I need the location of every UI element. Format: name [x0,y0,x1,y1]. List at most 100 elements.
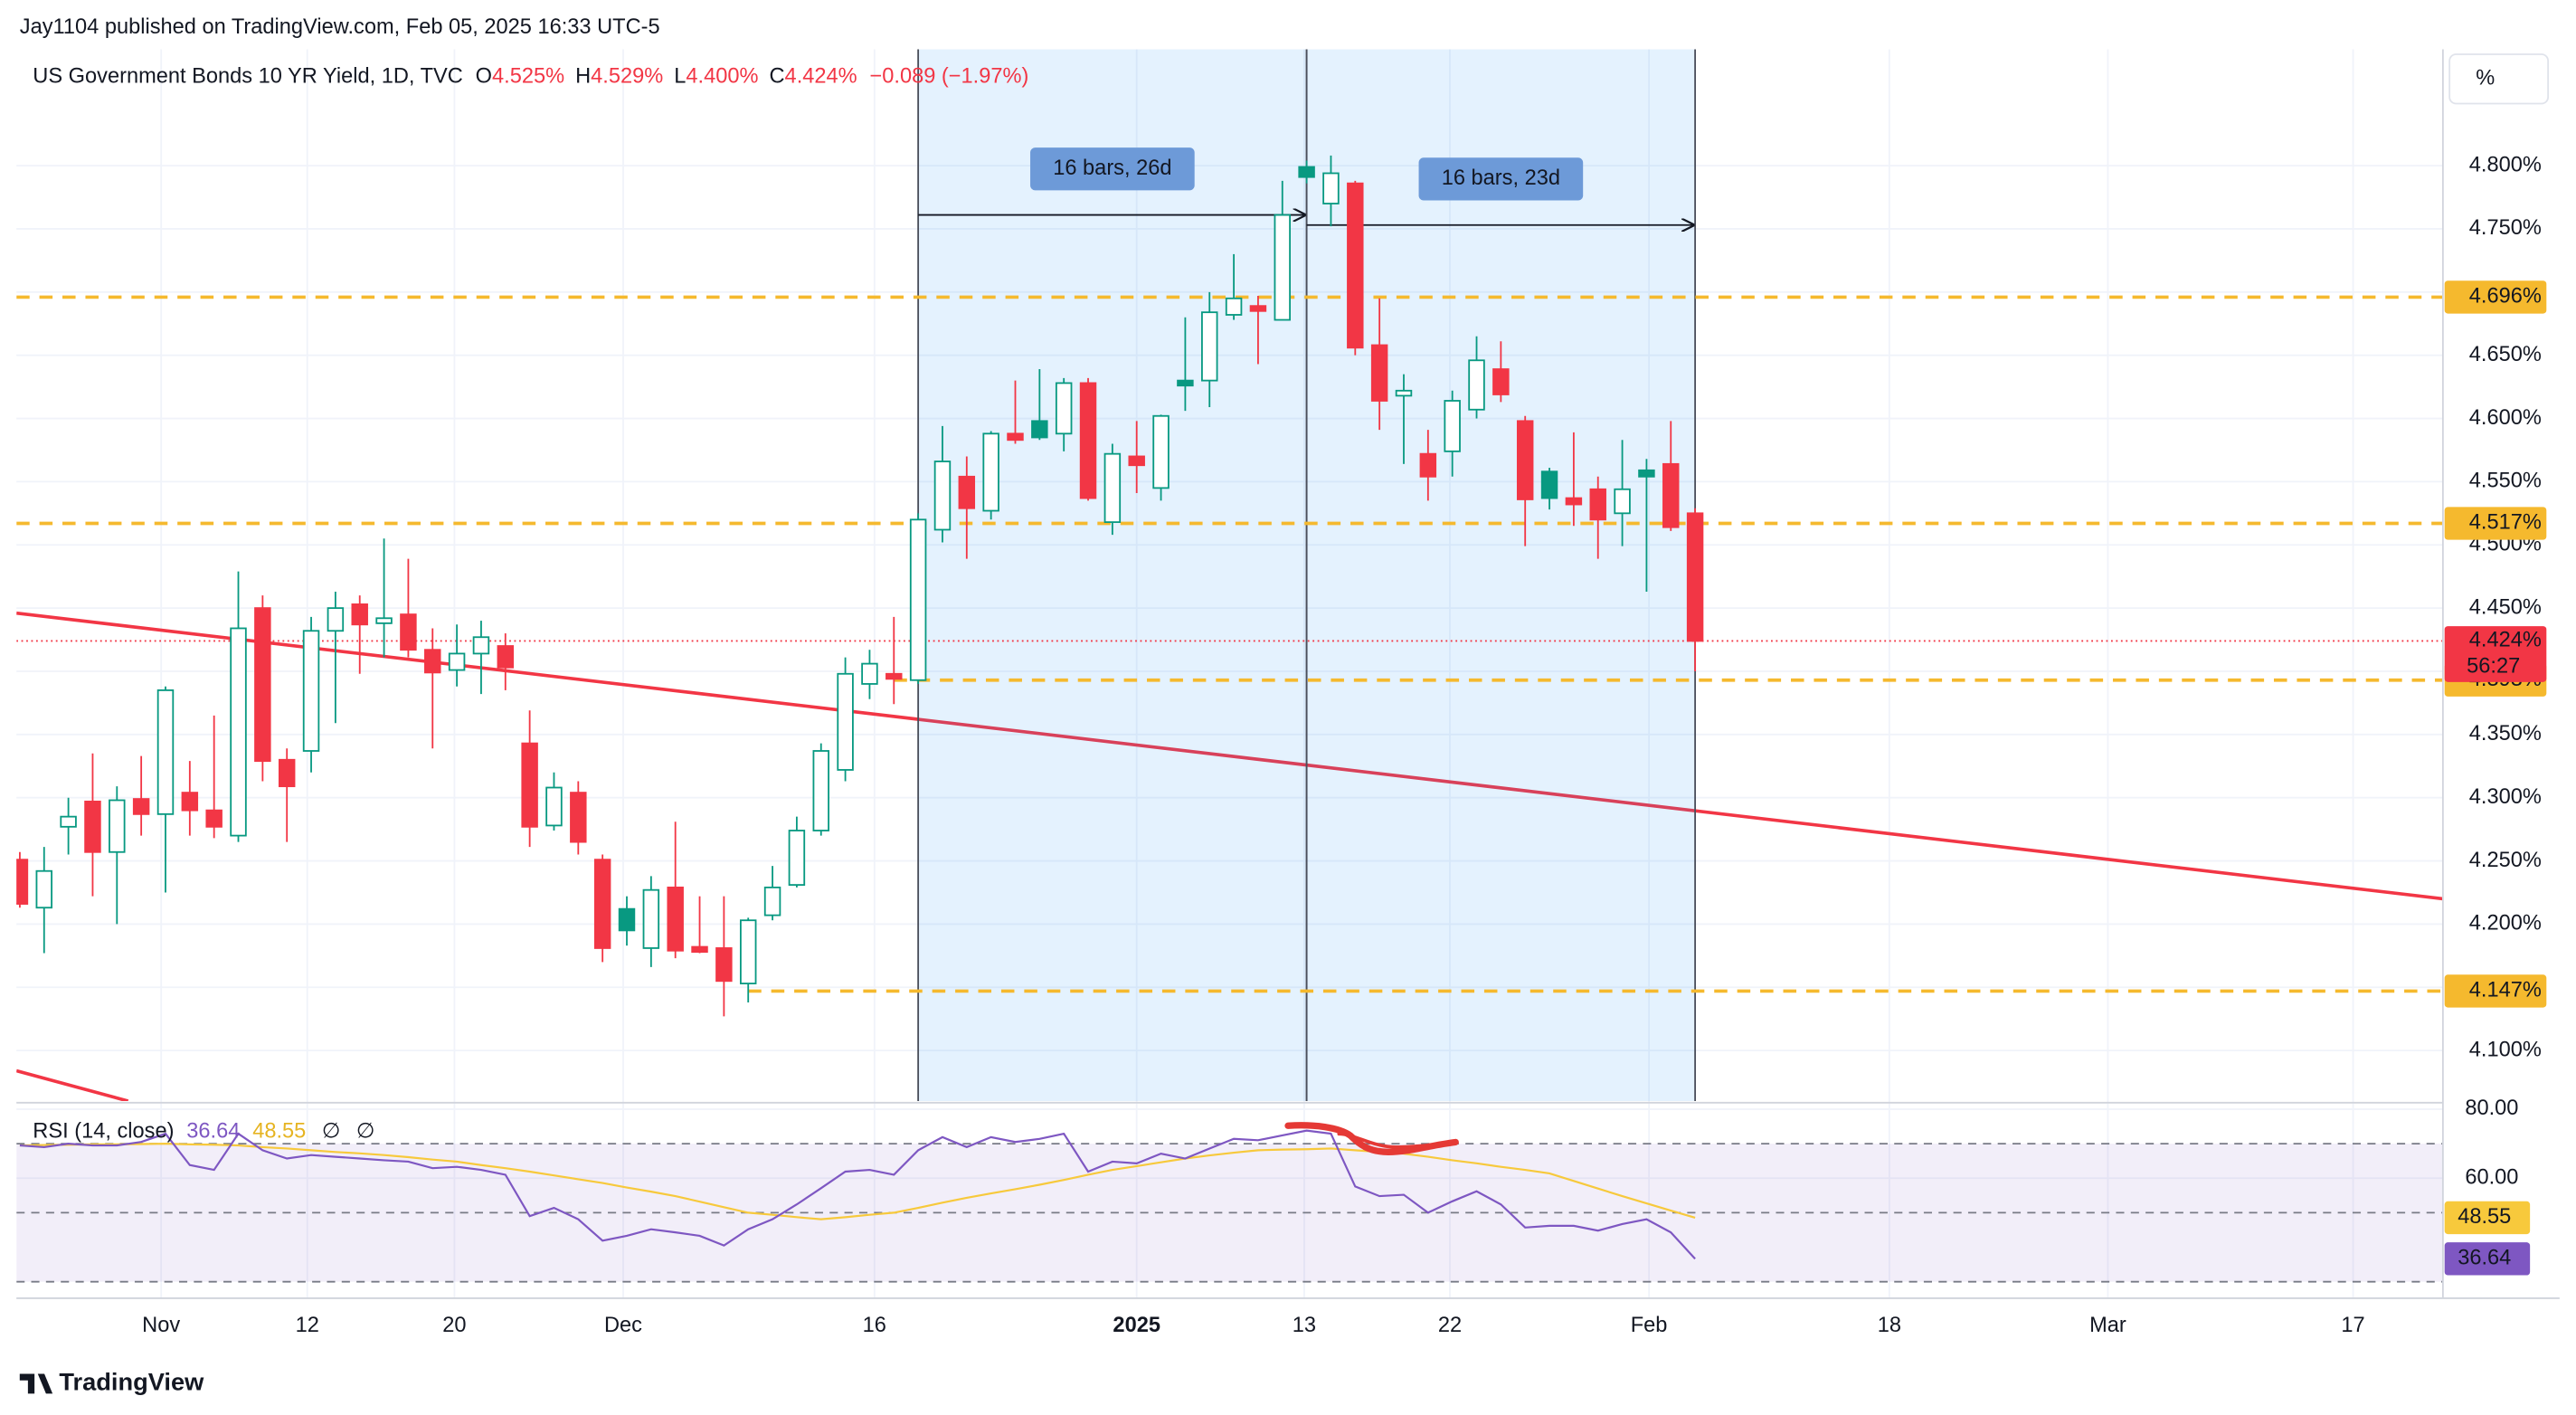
rsi-value-label: 36.64 [2458,1247,2511,1270]
y-tick-label: 4.200% [2469,912,2542,935]
candle-body [1031,420,1048,439]
candle-body [448,652,466,671]
candle-body [375,617,393,624]
candle-body [497,645,515,669]
candle-body [982,432,999,512]
date-range-label-box [1030,147,1195,191]
ohlc-key: H [575,65,591,89]
rsi-title: RSI (14, close) [33,1120,174,1144]
x-tick-label: 17 [2341,1314,2364,1337]
hand-drawn-mark [1284,1122,1459,1155]
symbol-legend: US Government Bonds 10 YR Yield, 1D, TVC… [33,65,1028,89]
candle-body [1492,368,1510,395]
y-tick-label: 60.00 [2465,1165,2518,1189]
rsi-line [19,1129,1696,1260]
candle-body [1298,166,1315,178]
y-tick-label: 4.100% [2469,1038,2542,1061]
candle-body [933,461,952,531]
candle-body [1589,488,1606,521]
x-tick-label: 20 [442,1314,466,1337]
candle-body [1370,344,1388,402]
candle-body [109,799,126,853]
symbol-name: US Government Bonds 10 YR Yield, 1D, TVC [33,65,462,89]
ohlc-value: 4.529% [591,65,663,89]
rsi-ma-value: 48.55 [252,1120,306,1144]
logo-text: TradingView [59,1368,204,1396]
candle-body [1614,488,1631,515]
ohlc-key: O [476,65,492,89]
rsi-value-label: 48.55 [2458,1205,2511,1229]
trend-line [16,611,2443,901]
hand-drawn-mark [1337,1132,1454,1149]
candle-body [205,809,223,828]
candle-body [909,518,927,681]
rsi-extra: ∅ [356,1120,375,1144]
y-tick-label: 4.550% [2469,470,2542,493]
x-tick-label: 16 [863,1314,886,1337]
candle-body [84,800,101,853]
candle-body [1274,214,1291,321]
rsi-value-box [2444,1201,2531,1235]
candle-body [667,886,684,952]
percent-button-frame[interactable] [2448,53,2550,105]
candle-body [1152,414,1170,489]
y-tick-label: 4.250% [2469,849,2542,872]
price-line-label: 4.696% [2469,285,2542,309]
candle-body [1128,455,1145,467]
candle-body [1662,462,1680,528]
price-line-label-box [2444,280,2547,314]
y-tick-label: 4.300% [2469,785,2542,809]
candle-body [763,886,781,916]
candle-body [16,859,29,905]
rsi-extra: ∅ [322,1120,341,1144]
candle-body [739,919,757,984]
published-line: Jay1104 published on TradingView.com, Fe… [20,15,660,39]
price-line-label-box [2444,507,2547,540]
candle-body [1225,297,1243,316]
candle-body [1540,470,1558,499]
candle-body [837,672,854,771]
candle-body [545,786,563,827]
price-pane: 16 bars, 26d 16 bars, 23d [16,49,2443,1102]
candle-body [861,662,878,685]
date-range-label: 16 bars, 23d [1442,166,1560,190]
date-range-area [918,49,1307,1102]
price-line-label: 4.147% [2469,979,2542,1002]
rsi-value: 36.64 [186,1120,240,1144]
x-tick-label: Mar [2089,1314,2126,1337]
rsi-value-box [2444,1242,2531,1276]
price-line-label-box [2444,974,2547,1008]
candle-body [1419,452,1437,478]
date-range-label-box [1418,157,1584,201]
candle-body [1007,432,1024,442]
x-tick-label: Nov [142,1314,180,1337]
candle-body [1444,400,1461,452]
candle-body [1347,182,1364,349]
candle-body [230,627,247,837]
percent-button-label[interactable]: % [2476,66,2495,90]
percent-button[interactable]: % [2448,53,2550,105]
candle-body [1177,379,1194,387]
candle-body [424,649,441,674]
candle-body [715,947,733,983]
y-tick-label: 4.450% [2469,595,2542,619]
candle-body [254,607,271,763]
candle-body [1322,172,1340,204]
ohlc-key: L [674,65,686,89]
candle-body [278,758,296,788]
y-tick-label: 4.650% [2469,343,2542,366]
y-tick-label: 4.600% [2469,406,2542,430]
candle-body [1468,359,1485,411]
candle-body [958,475,976,509]
date-range-label: 16 bars, 26d [1053,157,1171,180]
candle-body [327,607,345,632]
candle-body [642,888,660,949]
x-tick-label: Dec [604,1314,642,1337]
candle-body [812,750,829,831]
price-line-label: 4.517% [2469,511,2542,535]
countdown-label: 56:27 [2467,655,2520,679]
rsi-ma-line [19,1143,1696,1220]
logo: TradingView [19,1368,204,1396]
